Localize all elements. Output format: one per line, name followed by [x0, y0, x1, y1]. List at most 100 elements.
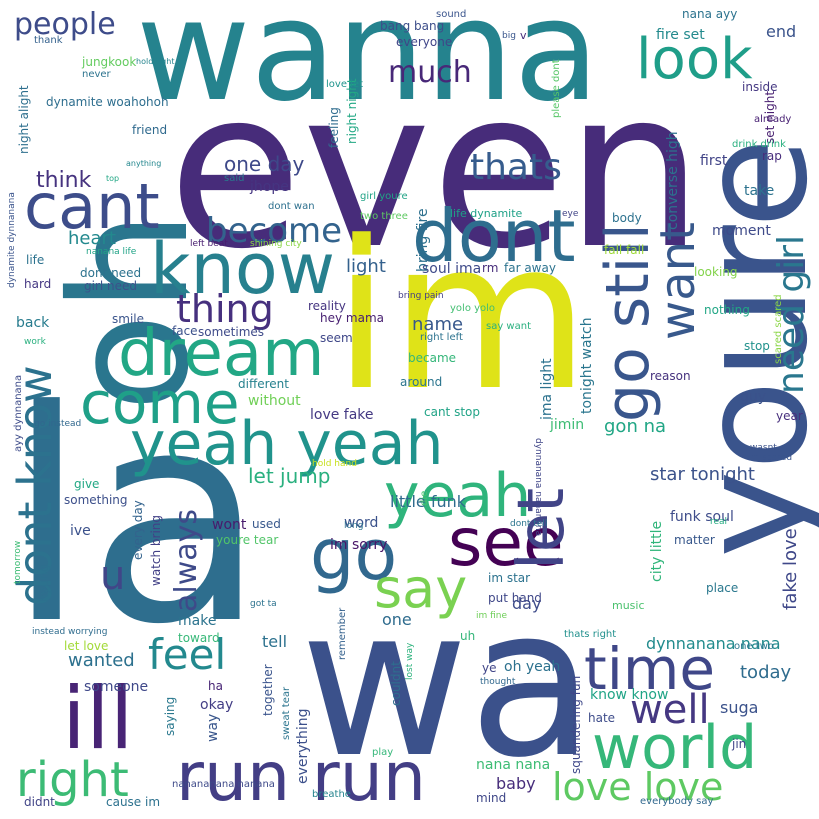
- word-go-instead: go instead: [34, 419, 82, 429]
- word-top: top: [106, 174, 120, 183]
- word-rap: rap: [762, 149, 782, 163]
- word-ive: ive: [70, 523, 91, 539]
- word-first: first: [700, 153, 728, 169]
- word-much: much: [388, 55, 472, 90]
- word-take: take: [744, 183, 775, 199]
- word-fake-love: fake love: [780, 528, 801, 610]
- word-wasnt: wasnt: [750, 443, 777, 453]
- word-scared-scared: scared scared: [773, 294, 784, 364]
- word-smile: smile: [112, 312, 144, 326]
- word-people: people: [14, 7, 116, 42]
- word-make: make: [178, 613, 217, 629]
- word-feeling: feeling: [327, 107, 341, 148]
- word-light: light: [346, 256, 386, 277]
- word-name: name: [412, 314, 464, 335]
- word-oh-yeah: oh yeah: [504, 659, 561, 675]
- word-sound: sound: [436, 9, 467, 20]
- word-baby: baby: [496, 774, 536, 793]
- word-right-left: right left: [420, 332, 463, 343]
- word-v: v: [520, 29, 527, 42]
- word-yeah-yeah: yeah yeah: [130, 409, 444, 479]
- word-little-funk: little funk: [390, 492, 466, 511]
- word-watch-bring: watch bring: [149, 515, 163, 586]
- word-already: already: [754, 114, 792, 125]
- word-thats-right: thats right: [564, 629, 617, 640]
- word-time: time: [584, 635, 716, 703]
- word-dont-need: dont need: [80, 266, 142, 280]
- word-remember: remember: [337, 607, 348, 660]
- word-put-hand: put hand: [488, 591, 542, 605]
- word-thing: thing: [176, 287, 274, 331]
- word-well: well: [630, 687, 710, 733]
- word-matter: matter: [674, 533, 715, 547]
- word-cant: cant: [24, 170, 160, 243]
- word-toward: toward: [178, 631, 220, 645]
- word-everything: everything: [295, 708, 311, 784]
- word-looking: looking: [694, 265, 738, 279]
- word-wa: wa: [300, 563, 595, 803]
- word-ill: ill: [62, 669, 134, 769]
- word-squandering-fun: squandering fun: [569, 675, 583, 774]
- word-play: play: [372, 747, 394, 758]
- word-everyone: everyone: [396, 35, 453, 49]
- word-nana-ayy: nana ayy: [682, 7, 738, 21]
- word-u: u: [100, 553, 126, 599]
- word-around: around: [400, 375, 443, 389]
- word-thats: thats: [470, 147, 562, 188]
- word-night-alight: night alight: [17, 85, 31, 154]
- word-love-love: love love: [552, 765, 724, 809]
- word-eye: eye: [562, 209, 579, 219]
- word-yeah: yeah: [384, 461, 532, 531]
- word-soul-ima: soul ima: [422, 261, 482, 277]
- word-love-fake: love fake: [310, 407, 374, 423]
- word-life-dynamite: life dynamite: [450, 207, 523, 220]
- word-im-star: im star: [488, 571, 531, 585]
- word-one: one: [382, 610, 412, 629]
- word-dynnanana-nana: dynnanana nana: [646, 634, 781, 653]
- word-place: place: [706, 581, 739, 595]
- word-fire-set: fire set: [656, 27, 705, 43]
- word-rm: rm: [482, 261, 499, 275]
- word-world: world: [592, 713, 758, 783]
- word-big: big: [502, 31, 516, 41]
- word-even: even: [168, 44, 704, 297]
- word-tell: tell: [262, 632, 288, 651]
- word-used: used: [252, 517, 281, 531]
- word-thank: thank: [34, 35, 63, 46]
- word-nothing: nothing: [704, 303, 750, 317]
- word-ima-light: ima light: [539, 358, 555, 420]
- word-shining-city: shining city: [250, 239, 302, 249]
- word-nanananana-nanana: nanananana nanana: [172, 779, 275, 790]
- word-cant-stop: cant stop: [424, 405, 480, 419]
- word-reality: reality: [308, 299, 346, 313]
- word-ye: ye: [482, 661, 497, 675]
- word-become: become: [206, 211, 343, 251]
- word-someone: someone: [84, 679, 149, 695]
- word-inside: inside: [742, 80, 778, 94]
- word-face: face: [172, 324, 198, 338]
- word-became: became: [408, 351, 457, 365]
- word-saying: saying: [163, 696, 177, 736]
- word-cause-im: cause im: [106, 795, 161, 809]
- word-im: im: [333, 198, 590, 436]
- word-okay: okay: [200, 697, 234, 713]
- word-let-love: let love: [64, 639, 109, 653]
- word-something: something: [64, 493, 128, 507]
- word-stop: stop: [744, 339, 770, 353]
- word-star-tonight: star tonight: [650, 464, 755, 485]
- word-say-want: say want: [486, 321, 531, 332]
- word-life: life: [26, 253, 45, 267]
- word-hate: hate: [588, 711, 616, 725]
- word-heart: heart: [68, 228, 116, 249]
- word-instead-worrying: instead worrying: [32, 627, 108, 637]
- word-thought: thought: [480, 677, 516, 687]
- word-bang-bang: bang bang: [380, 19, 445, 33]
- word-gon-na: gon na: [604, 416, 667, 437]
- word-didnt: didnt: [24, 795, 55, 809]
- word-different: different: [238, 377, 289, 391]
- word-dont-wan: dont wan: [268, 201, 315, 212]
- word-sometimes: sometimes: [198, 325, 265, 339]
- word-look: look: [636, 27, 753, 92]
- word-say: say: [374, 557, 468, 620]
